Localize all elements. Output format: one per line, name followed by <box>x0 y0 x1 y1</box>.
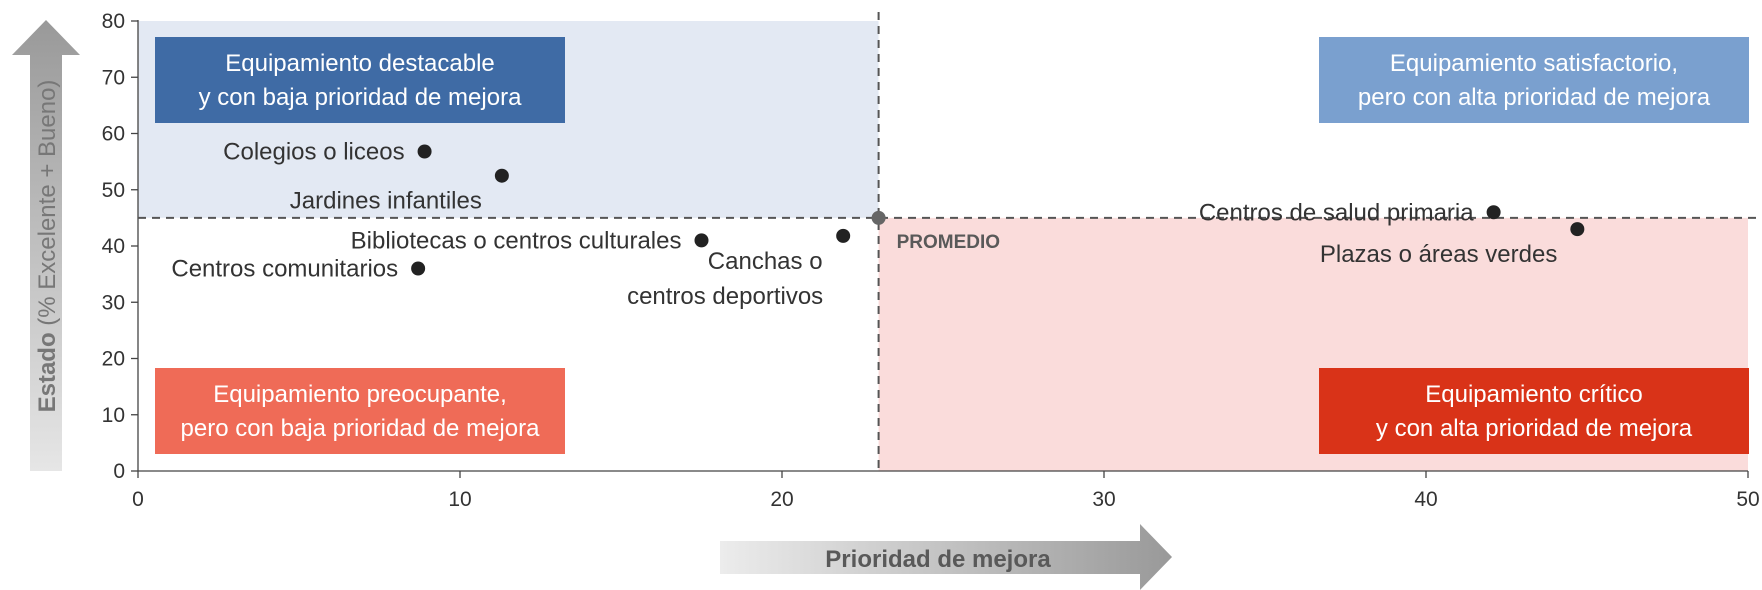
y-tick-label: 30 <box>102 291 125 314</box>
data-point: Colegios o liceos <box>223 139 432 166</box>
data-point: Bibliotecas o centros culturales <box>351 227 709 254</box>
point-marker <box>1570 222 1585 237</box>
y-axis-title: Estado (% Excelente + Bueno) <box>34 80 61 413</box>
quadrant-box-bottom-left: Equipamiento preocupante, pero con baja p… <box>155 368 565 454</box>
y-tick-label: 10 <box>102 404 125 427</box>
point-label: Bibliotecas o centros culturales <box>351 227 682 254</box>
average-point <box>871 210 886 225</box>
point-marker <box>694 233 709 248</box>
y-tick-label: 40 <box>102 235 125 258</box>
quadrant-label: Equipamiento preocupante, <box>213 381 507 408</box>
quadrant-box-bg <box>155 37 565 123</box>
quadrant-box-top-left: Equipamiento destacable y con baja priori… <box>155 37 565 123</box>
point-label: Plazas o áreas verdes <box>1320 241 1557 268</box>
y-tick-label: 70 <box>102 66 125 89</box>
point-label: centros deportivos <box>627 283 823 310</box>
quadrant-label: Equipamiento destacable <box>225 50 495 77</box>
point-marker <box>417 144 432 159</box>
x-tick-label: 10 <box>448 488 471 511</box>
point-marker <box>494 168 509 183</box>
x-tick-label: 50 <box>1736 488 1759 511</box>
data-point: Canchas o centros deportivos <box>627 228 851 310</box>
point-marker <box>1486 205 1501 220</box>
quadrant-box-bg <box>1319 368 1749 454</box>
y-axis-arrow-shape <box>12 20 80 471</box>
average-label: PROMEDIO <box>897 232 1000 253</box>
x-axis-title: Prioridad de mejora <box>825 546 1051 573</box>
x-tick-label: 30 <box>1092 488 1115 511</box>
quadrant-box-top-right: Equipamiento satisfactorio, pero con alta… <box>1319 37 1749 123</box>
point-label: Jardines infantiles <box>290 188 482 215</box>
x-axis-arrow: Prioridad de mejora <box>720 524 1172 590</box>
quadrant-box-bg <box>155 368 565 454</box>
quadrant-box-bottom-right: Equipamiento crítico y con alta prioridad… <box>1319 368 1749 454</box>
point-label: Centros de salud primaria <box>1199 199 1474 226</box>
y-axis-arrow: Estado (% Excelente + Bueno) <box>12 20 80 471</box>
quadrant-label: Equipamiento satisfactorio, <box>1390 50 1678 77</box>
x-tick-label: 40 <box>1414 488 1437 511</box>
quadrant-label: pero con alta prioridad de mejora <box>1358 84 1711 111</box>
quadrant-label: Equipamiento crítico <box>1425 381 1642 408</box>
point-marker <box>836 228 851 243</box>
y-axis-title-bold: Estado <box>34 332 61 412</box>
y-tick-label: 60 <box>102 123 125 146</box>
data-point: Centros de salud primaria <box>1199 199 1501 226</box>
quadrant-label: y con alta prioridad de mejora <box>1376 415 1693 442</box>
quadrant-label: pero con baja prioridad de mejora <box>181 415 541 442</box>
data-point: Plazas o áreas verdes <box>1320 222 1585 268</box>
x-tick-label: 20 <box>770 488 793 511</box>
x-tick-label: 0 <box>132 488 144 511</box>
quadrant-box-bg <box>1319 37 1749 123</box>
point-label: Colegios o liceos <box>223 139 404 166</box>
y-axis-title-rest: (% Excelente + Bueno) <box>34 80 61 333</box>
data-point: Jardines infantiles <box>290 168 509 215</box>
point-marker <box>411 261 426 276</box>
y-tick-label: 50 <box>102 179 125 202</box>
y-tick-label: 0 <box>113 460 125 483</box>
data-point: Centros comunitarios <box>171 256 426 283</box>
y-tick-label: 80 <box>102 10 125 33</box>
y-tick-label: 20 <box>102 348 125 371</box>
point-label: Canchas o <box>708 248 823 275</box>
quadrant-label: y con baja prioridad de mejora <box>199 84 523 111</box>
x-axis-arrow-shape <box>720 524 1172 590</box>
point-label: Centros comunitarios <box>171 256 398 283</box>
